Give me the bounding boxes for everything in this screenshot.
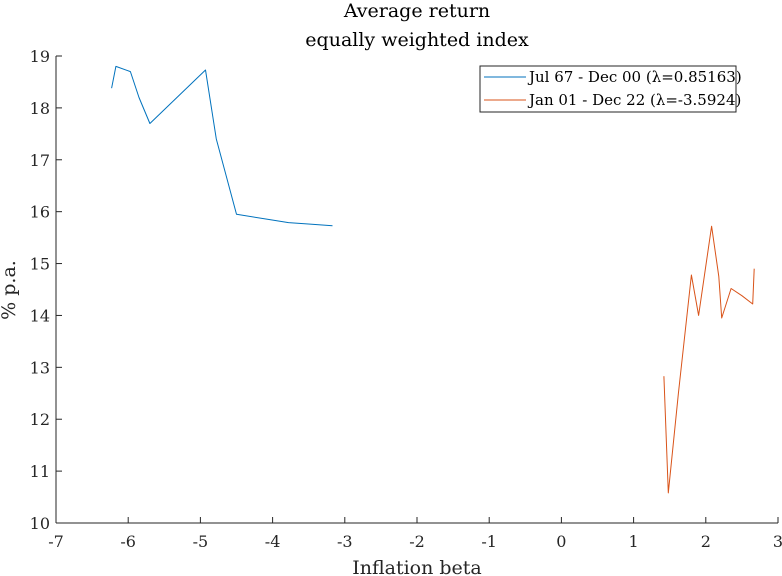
x-tick-label: 3 bbox=[773, 532, 782, 551]
y-tick-label: 18 bbox=[30, 99, 50, 118]
x-tick-label: -5 bbox=[193, 532, 209, 551]
legend: Jul 67 - Dec 00 (λ=0.85163) Jan 01 - Dec… bbox=[479, 65, 742, 113]
x-tick-label: 2 bbox=[701, 532, 711, 551]
y-tick-label: 10 bbox=[30, 514, 50, 533]
y-tick-label: 17 bbox=[30, 151, 50, 170]
y-tick-label: 11 bbox=[30, 462, 50, 481]
y-tick-label: 14 bbox=[30, 306, 50, 325]
x-tick-label: -3 bbox=[337, 532, 353, 551]
y-tick-label: 16 bbox=[30, 203, 50, 222]
y-axis-ticks: 10 11 12 13 14 15 16 17 18 19 bbox=[30, 47, 62, 533]
y-tick-label: 15 bbox=[30, 255, 50, 274]
x-tick-label: -7 bbox=[48, 532, 64, 551]
series-layer bbox=[111, 65, 755, 494]
series-line-2 bbox=[663, 225, 755, 494]
x-axis-ticks: -7 -6 -5 -4 -3 -2 -1 0 1 2 3 bbox=[48, 517, 782, 551]
x-tick-label: -2 bbox=[409, 532, 425, 551]
y-tick-label: 13 bbox=[30, 358, 50, 377]
chart-subtitle: equally weighted index bbox=[305, 29, 529, 51]
y-tick-label: 19 bbox=[30, 47, 50, 66]
x-tick-label: -1 bbox=[481, 532, 497, 551]
legend-label-series-2: Jan 01 - Dec 22 (λ=-3.5924) bbox=[527, 91, 741, 109]
series-line-1 bbox=[111, 65, 333, 227]
x-tick-label: -6 bbox=[120, 532, 136, 551]
x-axis-label: Inflation beta bbox=[352, 557, 482, 576]
x-tick-label: -4 bbox=[265, 532, 281, 551]
x-tick-label: 0 bbox=[556, 532, 566, 551]
chart-title: Average return bbox=[343, 0, 490, 22]
x-tick-label: 1 bbox=[629, 532, 639, 551]
legend-box bbox=[479, 65, 737, 113]
legend-label-series-1: Jul 67 - Dec 00 (λ=0.85163) bbox=[527, 68, 742, 86]
y-tick-label: 12 bbox=[30, 410, 50, 429]
y-axis-label: % p.a. bbox=[0, 260, 20, 320]
